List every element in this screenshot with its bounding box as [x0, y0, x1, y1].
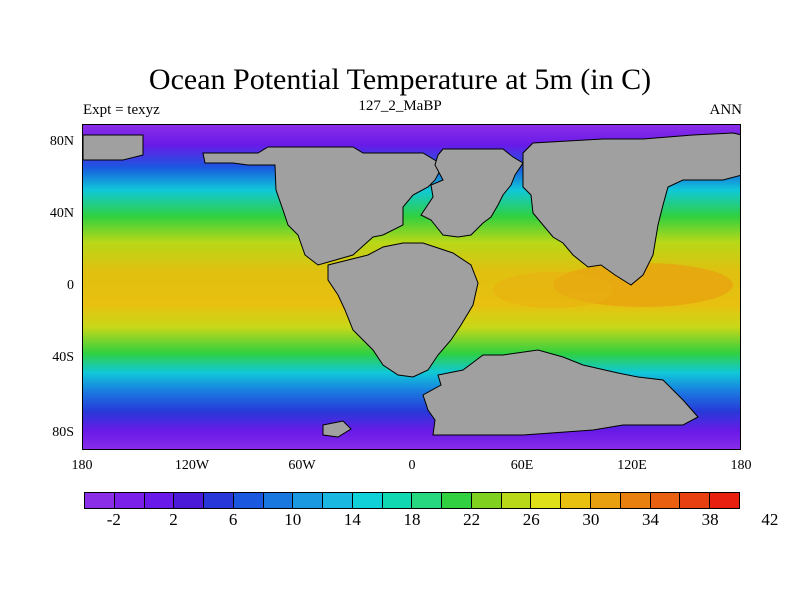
colorbar-label: 18 [403, 510, 421, 529]
colorbar-segment [471, 493, 502, 508]
land-australia [422, 349, 699, 436]
colorbar-segment [650, 493, 681, 508]
colorbar-segment [382, 493, 413, 508]
colorbar-segment [204, 493, 234, 508]
colorbar-label: 42 [761, 510, 779, 529]
lon-label-60w: 60W [288, 458, 316, 473]
colorbar-label: 30 [582, 510, 600, 529]
colorbar-segment [501, 493, 532, 508]
colorbar-segment [114, 493, 145, 508]
colorbar-segment [323, 493, 353, 508]
colorbar-label: 2 [169, 510, 178, 529]
colorbar-label: -2 [106, 510, 121, 529]
colorbar-label: 38 [701, 510, 719, 529]
colorbar-label: 6 [228, 510, 238, 529]
colorbar-segment [233, 493, 264, 508]
colorbar-label: 14 [343, 510, 361, 529]
land-greenland [83, 134, 144, 161]
colorbar-segment [620, 493, 651, 508]
season-label: ANN [709, 102, 743, 118]
lat-label-0: 0 [67, 278, 74, 293]
period-label: 127_2_MaBP [358, 98, 442, 114]
colorbar-segment [144, 493, 175, 508]
colorbar-segment [263, 493, 294, 508]
lat-label-80s: 80S [52, 425, 74, 440]
lon-label-120w: 120W [174, 458, 210, 473]
lon-label-0: 0 [408, 458, 416, 473]
warm-region [493, 272, 613, 308]
lon-label-120e: 120E [617, 458, 647, 473]
experiment-label: Expt = texyz [83, 102, 160, 118]
land-africa [327, 242, 479, 378]
colorbar-segment [352, 493, 383, 508]
colorbar-segment [85, 493, 115, 508]
colorbar-segment [591, 493, 621, 508]
map-title: Ocean Potential Temperature at 5m (in C) [148, 63, 652, 96]
lat-label-80n: 80N [49, 134, 74, 149]
colorbar-segment [442, 493, 472, 508]
land-north-america [202, 146, 444, 266]
colorbar-label: 34 [642, 510, 660, 529]
land-europe [420, 148, 524, 238]
temperature-map [82, 124, 741, 450]
colorbar-label: 22 [463, 510, 481, 529]
colorbar-segment [293, 493, 324, 508]
lon-label-180w: 180 [71, 458, 93, 473]
map-plot-area [83, 125, 740, 449]
land-asia [522, 132, 740, 286]
lon-label-180e: 180 [730, 458, 752, 473]
colorbar-segment [531, 493, 562, 508]
colorbar-segment [561, 493, 592, 508]
colorbar-segment [710, 493, 739, 508]
lon-label-60e: 60E [510, 458, 534, 473]
lat-label-40n: 40N [49, 206, 74, 221]
colorbar [84, 492, 740, 509]
colorbar-segment [174, 493, 205, 508]
land-antarctica-fragment [322, 420, 352, 438]
colorbar-label: 26 [522, 510, 540, 529]
colorbar-label: 10 [284, 510, 302, 529]
colorbar-segment [680, 493, 711, 508]
lat-label-40s: 40S [52, 350, 74, 365]
colorbar-segment [412, 493, 443, 508]
